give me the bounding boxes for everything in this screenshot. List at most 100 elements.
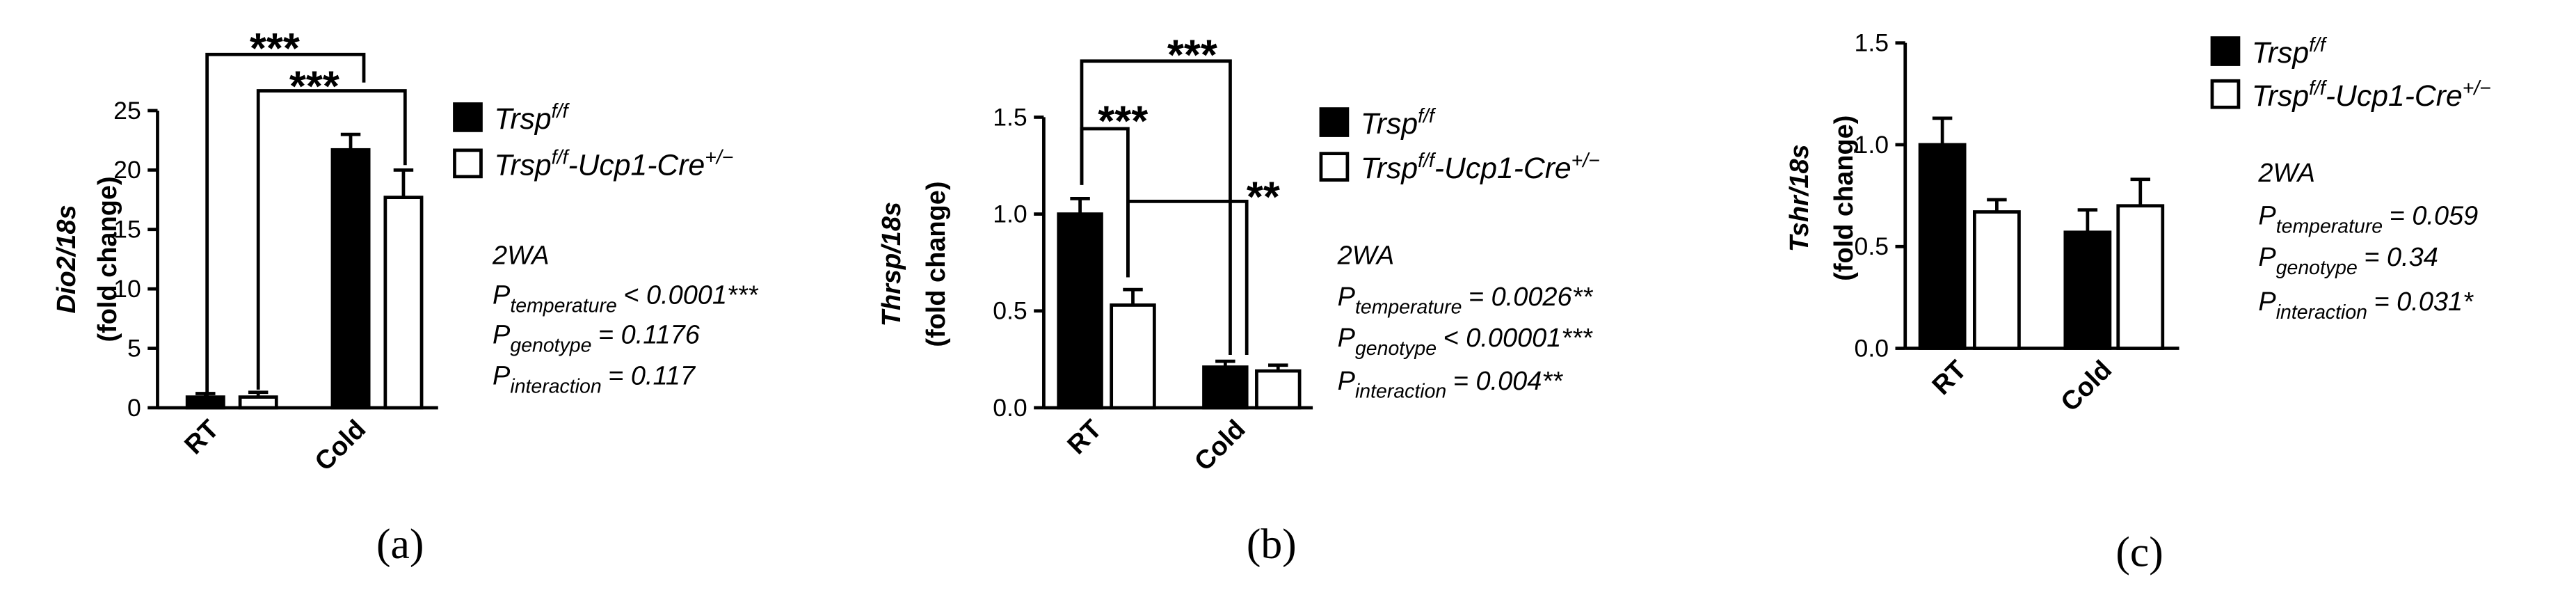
bar bbox=[2063, 230, 2112, 350]
legend-swatch bbox=[2210, 36, 2241, 66]
significance-label: *** bbox=[250, 24, 300, 72]
legend-label-part: Trsp bbox=[494, 148, 551, 182]
significance-bracket bbox=[1126, 200, 1249, 356]
y-tick-label: 20 bbox=[113, 156, 141, 184]
stats-value: = 0.004** bbox=[1453, 367, 1563, 396]
stats-line: Pinteraction = 0.031* bbox=[2258, 287, 2474, 324]
legend-label: Trspf/f bbox=[2252, 34, 2328, 70]
stats-line: Ptemperature = 0.059 bbox=[2258, 202, 2478, 238]
stats-subscript: interaction bbox=[510, 376, 601, 398]
legend-label-part: Trsp bbox=[1361, 107, 1418, 141]
significance-label: ** bbox=[1247, 173, 1280, 221]
significance-bracket bbox=[1080, 59, 1232, 356]
stats-heading: 2WA bbox=[2257, 159, 2315, 188]
legend-swatch bbox=[2210, 79, 2241, 109]
stats-symbol: P bbox=[1338, 367, 1356, 396]
legend-label: Trspf/f bbox=[1361, 105, 1437, 141]
stats-subscript: genotype bbox=[2276, 257, 2358, 279]
y-tick-label: 5 bbox=[127, 334, 141, 362]
bar bbox=[330, 148, 371, 410]
stats-symbol: P bbox=[493, 362, 511, 391]
bar bbox=[1255, 369, 1302, 410]
bar bbox=[2116, 204, 2165, 350]
legend-swatch bbox=[1319, 152, 1350, 182]
stats-value: < 0.00001*** bbox=[1443, 324, 1593, 353]
x-tick-label: Cold bbox=[2056, 355, 2118, 417]
legend-swatch bbox=[453, 102, 483, 132]
legend-swatch bbox=[453, 148, 483, 179]
bar bbox=[238, 395, 278, 410]
legend-label-part: +/− bbox=[1571, 150, 1600, 172]
y-tick-label: 0.5 bbox=[1855, 232, 1889, 260]
y-tick-label: 1.5 bbox=[993, 103, 1027, 131]
stats-value: < 0.0001*** bbox=[623, 280, 758, 310]
y-axis-label: (fold change) bbox=[93, 176, 122, 342]
bar bbox=[1110, 303, 1156, 410]
y-tick-label: 25 bbox=[113, 97, 141, 125]
x-tick-label: RT bbox=[1927, 355, 1972, 400]
bar bbox=[185, 395, 225, 410]
y-axis-label: (fold change) bbox=[1830, 116, 1859, 281]
y-axis-label: Thrsp/18s bbox=[877, 202, 906, 326]
stats-line: Pgenotype = 0.34 bbox=[2258, 243, 2438, 279]
legend-label-part: f/f bbox=[2309, 34, 2328, 56]
stats-symbol: P bbox=[2258, 202, 2276, 231]
stats-line: Ptemperature = 0.0026** bbox=[1338, 283, 1594, 319]
x-tick-label: Cold bbox=[310, 415, 371, 477]
stats-symbol: P bbox=[2258, 287, 2276, 317]
legend-label-part: Trsp bbox=[2252, 36, 2309, 70]
stats-line: Pinteraction = 0.004** bbox=[1338, 367, 1563, 403]
legend-label-part: -Ucp1-Cre bbox=[568, 148, 705, 182]
legend-label-part: +/− bbox=[2463, 77, 2491, 100]
stats-heading: 2WA bbox=[1337, 241, 1395, 271]
stats-line: Pgenotype < 0.00001*** bbox=[1338, 324, 1593, 360]
y-tick-label: 0.0 bbox=[1855, 334, 1889, 362]
legend-label-part: f/f bbox=[552, 146, 570, 168]
panel-label: (c) bbox=[2115, 529, 2163, 576]
stats-symbol: P bbox=[1338, 324, 1356, 353]
stats-value: = 0.117 bbox=[608, 362, 696, 391]
x-tick-label: RT bbox=[1062, 415, 1107, 460]
stats-line: Ptemperature < 0.0001*** bbox=[493, 280, 758, 317]
stats-line: Pinteraction = 0.117 bbox=[493, 362, 696, 398]
stats-subscript: interaction bbox=[2276, 301, 2367, 324]
stats-subscript: temperature bbox=[1355, 296, 1462, 319]
stats-heading: 2WA bbox=[492, 241, 550, 271]
significance-label: *** bbox=[1167, 31, 1217, 79]
stats-subscript: genotype bbox=[510, 334, 591, 356]
legend-label-part: Trsp bbox=[494, 102, 551, 136]
legend-label: Trspf/f-Ucp1-Cre+/− bbox=[2252, 77, 2491, 113]
y-tick-label: 1.5 bbox=[1855, 29, 1889, 57]
stats-value: = 0.0026** bbox=[1469, 283, 1593, 312]
y-tick-label: 10 bbox=[113, 275, 141, 303]
stats-value: = 0.031* bbox=[2374, 287, 2474, 317]
bar bbox=[1202, 365, 1249, 410]
bar bbox=[1918, 143, 1967, 350]
legend-label-part: f/f bbox=[1418, 105, 1437, 127]
legend-label: Trspf/f-Ucp1-Cre+/− bbox=[494, 146, 733, 182]
legend-label-part: Trsp bbox=[2252, 79, 2309, 113]
legend-label: Trspf/f-Ucp1-Cre+/− bbox=[1361, 150, 1600, 185]
bar bbox=[1972, 210, 2021, 350]
stats-symbol: P bbox=[493, 320, 511, 349]
y-tick-label: 1.0 bbox=[1855, 131, 1889, 159]
bar bbox=[1057, 212, 1103, 410]
legend-swatch bbox=[1319, 107, 1350, 137]
significance-bracket bbox=[256, 89, 407, 390]
stats-symbol: P bbox=[493, 280, 511, 310]
y-tick-label: 15 bbox=[113, 216, 141, 244]
panel-label: (b) bbox=[1247, 521, 1297, 568]
stats-subscript: temperature bbox=[2276, 215, 2383, 237]
legend-label-part: -Ucp1-Cre bbox=[1434, 152, 1571, 185]
stats-value: = 0.059 bbox=[2390, 202, 2479, 231]
stats-symbol: P bbox=[2258, 243, 2276, 272]
legend-label-part: f/f bbox=[2309, 77, 2328, 100]
legend-label-part: +/− bbox=[705, 146, 733, 168]
stats-line: Pgenotype = 0.1176 bbox=[493, 320, 701, 356]
stats-subscript: temperature bbox=[510, 294, 616, 317]
legend-label-part: f/f bbox=[1418, 150, 1437, 172]
y-axis-label: Dio2/18s bbox=[52, 205, 81, 313]
stats-subscript: genotype bbox=[1355, 338, 1437, 360]
